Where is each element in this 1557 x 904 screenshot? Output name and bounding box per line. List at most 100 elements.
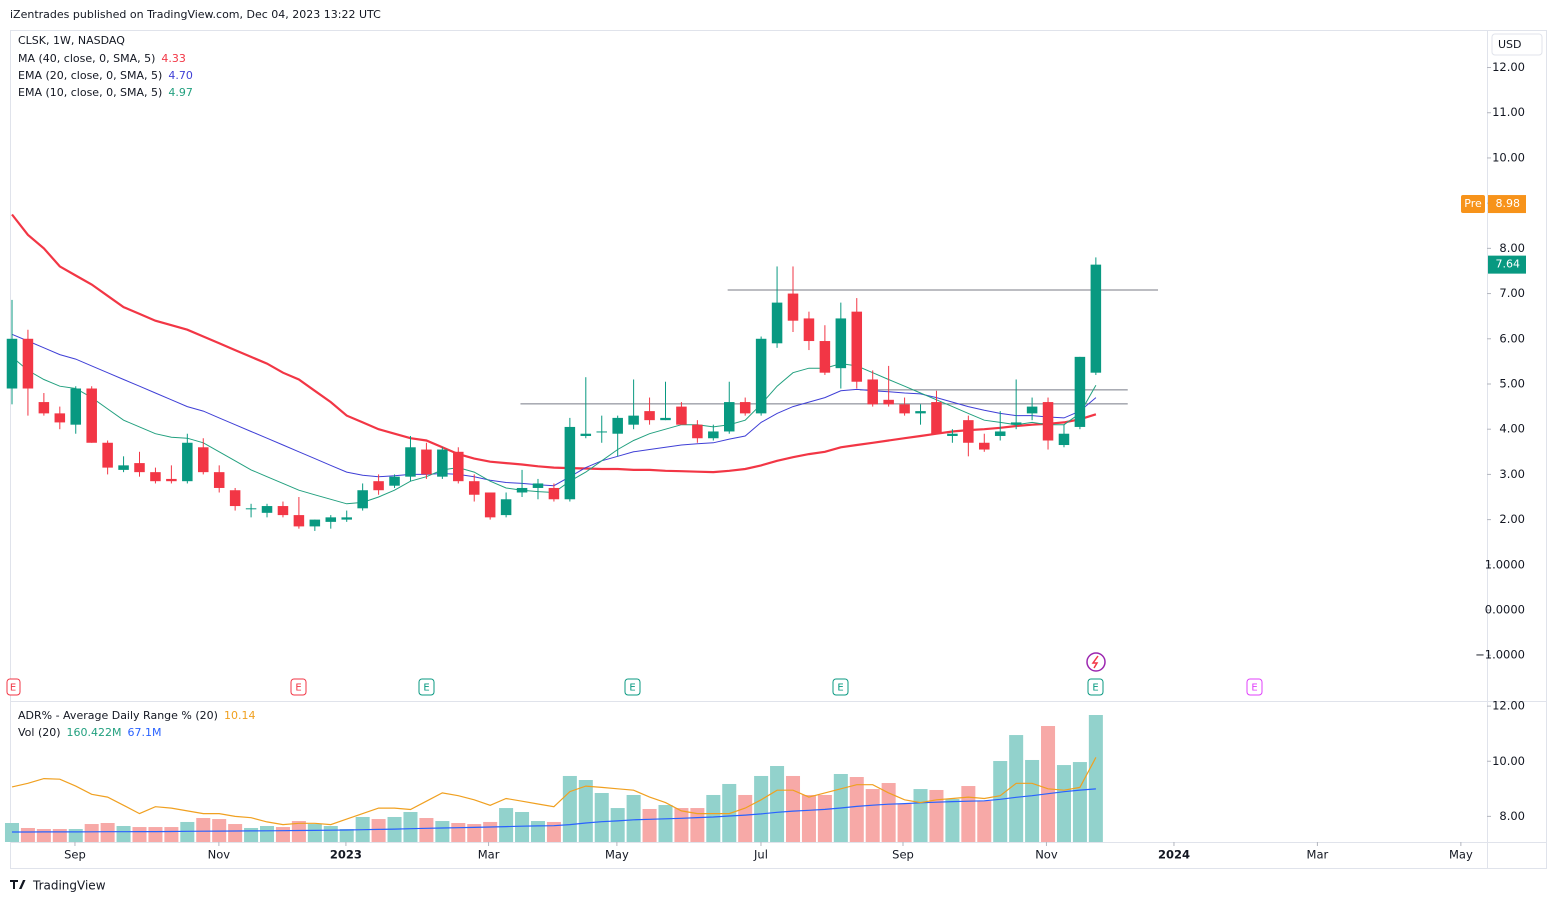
footer: TradingView: [32, 879, 106, 893]
candle-body: [118, 465, 129, 470]
event-badge[interactable]: [624, 678, 641, 696]
volume-bar: [116, 826, 131, 842]
candle-body: [22, 338, 34, 389]
volume-bar: [1072, 762, 1087, 842]
legend-name: EMA (10, close, 0, SMA, 5): [18, 86, 162, 99]
event-badge[interactable]: [290, 678, 307, 696]
candle-body: [915, 411, 926, 414]
candle-body: [787, 293, 799, 321]
candle-body: [644, 411, 655, 421]
volume-bar: [610, 808, 625, 842]
volume-bar: [865, 789, 880, 842]
volume-ma-line: [12, 788, 1096, 833]
x-tick-label: Mar: [1307, 848, 1329, 862]
y-tick-label: 1.0000: [1485, 557, 1525, 571]
x-tick-label: May: [1449, 848, 1473, 862]
volume-bar: [770, 766, 785, 842]
indicator-line: [11, 213, 1097, 474]
candle-body: [883, 399, 894, 405]
y-tick-label: 10.00: [1492, 150, 1525, 164]
candle-body: [229, 490, 241, 507]
candle-body: [739, 402, 751, 414]
volume-bar: [690, 808, 705, 842]
legend-name: Vol (20): [18, 726, 61, 739]
volume-bar: [244, 827, 259, 842]
currency-box[interactable]: [1491, 33, 1543, 56]
dividend-icon[interactable]: [1086, 652, 1106, 672]
volume-bar: [706, 794, 721, 842]
candle-body: [771, 302, 783, 344]
candle-body: [532, 483, 544, 488]
pre-market-tag: Pre: [1464, 197, 1482, 210]
volume-bar: [100, 823, 115, 842]
volume-bar: [929, 789, 944, 842]
candle-body: [468, 481, 480, 495]
event-badge[interactable]: [418, 678, 435, 696]
candle-body: [994, 431, 1006, 436]
candle-body: [819, 341, 831, 373]
event-badge[interactable]: [1087, 678, 1104, 696]
volume-bar: [291, 821, 306, 842]
candle-body: [755, 338, 767, 414]
volume-bar: [228, 824, 243, 842]
candle-body: [1074, 356, 1086, 427]
volume-bar: [642, 808, 657, 842]
event-badge[interactable]: [832, 678, 849, 696]
volume-bar: [307, 824, 322, 842]
frame: [10, 30, 1547, 869]
candle-body: [596, 431, 608, 433]
candle-body: [357, 490, 368, 509]
candle-body: [484, 492, 496, 518]
volume-bar: [738, 794, 753, 842]
legend-value: 4.33: [161, 52, 186, 65]
event-label: E: [423, 683, 429, 694]
volume-bar: [451, 823, 466, 842]
symbol-legend: CLSK, 1W, NASDAQ: [18, 34, 125, 47]
y2-tick-label: 10.00: [1492, 754, 1525, 768]
candle-body: [1042, 402, 1054, 441]
candle-body: [851, 311, 863, 382]
x-tick-label: 2023: [330, 848, 362, 862]
candle-body: [564, 426, 576, 500]
plot-area: 12.0011.0010.009.008.007.006.005.004.003…: [4, 60, 1526, 862]
volume-bar: [817, 794, 832, 842]
event-badge[interactable]: [1246, 678, 1263, 696]
y-tick-label: 2.00: [1499, 512, 1525, 526]
candle-body: [453, 451, 464, 482]
candle-body: [867, 379, 878, 405]
volume-bar: [849, 777, 864, 842]
currency: USD: [1498, 38, 1522, 51]
volume-bar: [84, 824, 99, 842]
bolt: [1091, 655, 1099, 669]
legend-ema10: EMA (10, close, 0, SMA, 5) 4.97: [18, 86, 193, 99]
candle-body: [931, 402, 942, 434]
volume-bar: [1041, 726, 1056, 842]
event-badge[interactable]: [6, 678, 21, 696]
y-tick-label: 6.00: [1499, 331, 1525, 345]
volume-bar: [68, 829, 83, 842]
volume-bar: [897, 804, 912, 842]
candle-body: [182, 442, 193, 482]
candle-body: [676, 406, 687, 425]
x-tick-label: Mar: [478, 848, 500, 862]
candle-body: [835, 318, 847, 369]
x-tick-label: Nov: [1035, 848, 1058, 862]
volume-bar: [36, 829, 51, 842]
volume-bar: [1009, 735, 1024, 842]
candle-body: [500, 499, 512, 516]
volume-bar: [1056, 765, 1071, 842]
volume-bar: [339, 829, 354, 842]
y-tick-label: 8.00: [1499, 241, 1525, 255]
legend-name: EMA (20, close, 0, SMA, 5): [18, 69, 162, 82]
candle-body: [979, 442, 990, 450]
candle-body: [309, 519, 321, 527]
event-label: E: [1251, 683, 1257, 694]
candle-body: [245, 508, 257, 510]
candle-body: [963, 420, 974, 443]
y-tick-label: 0.0000: [1485, 603, 1525, 617]
x-tick-label: Nov: [208, 848, 231, 862]
candle-body: [803, 318, 815, 342]
y-tick-label: 11.00: [1492, 105, 1525, 119]
candle-body: [1090, 264, 1102, 373]
candle-body: [325, 517, 337, 522]
